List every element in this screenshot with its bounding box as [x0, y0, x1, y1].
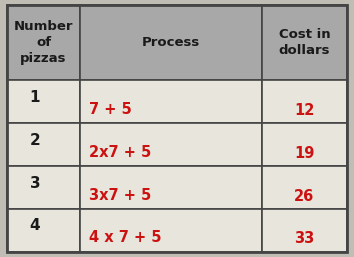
- Text: Number
of
pizzas: Number of pizzas: [14, 20, 73, 65]
- Bar: [262, 209, 347, 252]
- Bar: [262, 5, 347, 80]
- Bar: [80, 80, 262, 123]
- Text: 3x7 + 5: 3x7 + 5: [88, 188, 151, 203]
- Bar: [80, 123, 262, 166]
- Bar: [7, 166, 80, 209]
- Bar: [262, 123, 347, 166]
- Text: 4 x 7 + 5: 4 x 7 + 5: [88, 231, 161, 245]
- Text: 1: 1: [30, 90, 40, 105]
- Text: 7 + 5: 7 + 5: [88, 102, 131, 117]
- Bar: [7, 209, 80, 252]
- Text: 4: 4: [29, 218, 40, 233]
- Bar: [80, 209, 262, 252]
- Text: 19: 19: [294, 146, 315, 161]
- Bar: [7, 5, 80, 80]
- Text: 26: 26: [294, 189, 315, 204]
- Text: 3: 3: [29, 176, 40, 190]
- Text: 2: 2: [29, 133, 40, 148]
- Bar: [262, 80, 347, 123]
- Bar: [7, 123, 80, 166]
- Text: 2x7 + 5: 2x7 + 5: [88, 145, 151, 160]
- Text: 33: 33: [294, 232, 315, 246]
- Bar: [80, 5, 262, 80]
- Text: Cost in
dollars: Cost in dollars: [279, 28, 330, 57]
- Text: Process: Process: [142, 36, 200, 49]
- Bar: [262, 166, 347, 209]
- Text: 12: 12: [294, 103, 315, 118]
- Bar: [80, 166, 262, 209]
- Bar: [7, 80, 80, 123]
